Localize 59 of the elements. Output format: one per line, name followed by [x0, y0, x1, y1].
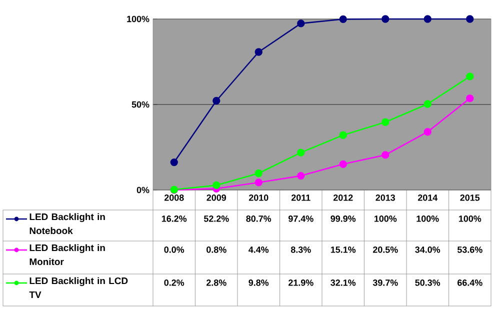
data-label: 4.4% [248, 246, 269, 253]
x-tick-label: 2014 [418, 194, 438, 201]
data-label: 32.1% [330, 280, 356, 286]
point [424, 100, 432, 108]
data-label: 100% [459, 216, 482, 222]
legend-label: LED Backlight in LCD TV [29, 277, 128, 298]
point [297, 20, 305, 28]
y-tick-label: 0% [136, 186, 150, 194]
x-tick-label: 2008 [164, 194, 184, 201]
data-label: 0.2% [164, 280, 184, 286]
x-tick-label: 2013 [376, 194, 396, 201]
point [254, 169, 262, 178]
y-tick-label: 50% [132, 101, 150, 108]
x-tick-label: 2010 [248, 194, 268, 201]
data-label: 52.2% [204, 216, 229, 222]
y-tick-label: 100% [127, 16, 150, 22]
point [424, 15, 432, 23]
point [382, 15, 390, 23]
point [382, 151, 390, 159]
data-label: 21.9% [288, 280, 314, 286]
point [212, 181, 220, 190]
point [382, 118, 390, 126]
x-tick-label: 2012 [333, 194, 353, 201]
point [254, 48, 262, 56]
data-label: 8.3% [290, 246, 311, 253]
point [466, 72, 474, 80]
point [170, 158, 178, 166]
data-label: 100% [374, 216, 397, 222]
point [339, 160, 347, 168]
x-tick-label: 2009 [206, 194, 226, 201]
point [212, 96, 220, 105]
legend-label: LED Backlight in Monitor [30, 244, 105, 266]
data-label: 2.8% [206, 280, 226, 286]
data-label: 80.7% [246, 216, 272, 222]
data-label: 50.3% [415, 280, 440, 286]
data-label: 16.2% [162, 216, 187, 222]
data-label: 34.0% [415, 246, 440, 253]
data-label: 99.9% [330, 216, 356, 222]
point [297, 172, 305, 180]
point [466, 15, 474, 23]
point [297, 148, 305, 156]
point [339, 131, 347, 139]
data-label: 0.8% [206, 246, 226, 253]
data-label: 39.7% [372, 280, 398, 286]
data-label: 97.4% [288, 216, 314, 222]
point [339, 15, 347, 24]
data-label: 66.4% [458, 280, 482, 286]
data-label: 100% [416, 216, 439, 222]
point [424, 128, 432, 136]
data-label: 15.1% [330, 246, 356, 253]
data-label: 20.5% [373, 246, 398, 253]
x-tick-label: 2015 [460, 194, 480, 201]
data-label: 0.0% [164, 246, 184, 253]
point [466, 94, 474, 102]
data-label: 9.8% [248, 280, 269, 286]
x-tick-label: 2011 [291, 194, 310, 201]
data-label: 53.6% [457, 246, 482, 253]
point [254, 178, 262, 186]
legend-label: LED Backlight in Notebook [30, 213, 105, 234]
